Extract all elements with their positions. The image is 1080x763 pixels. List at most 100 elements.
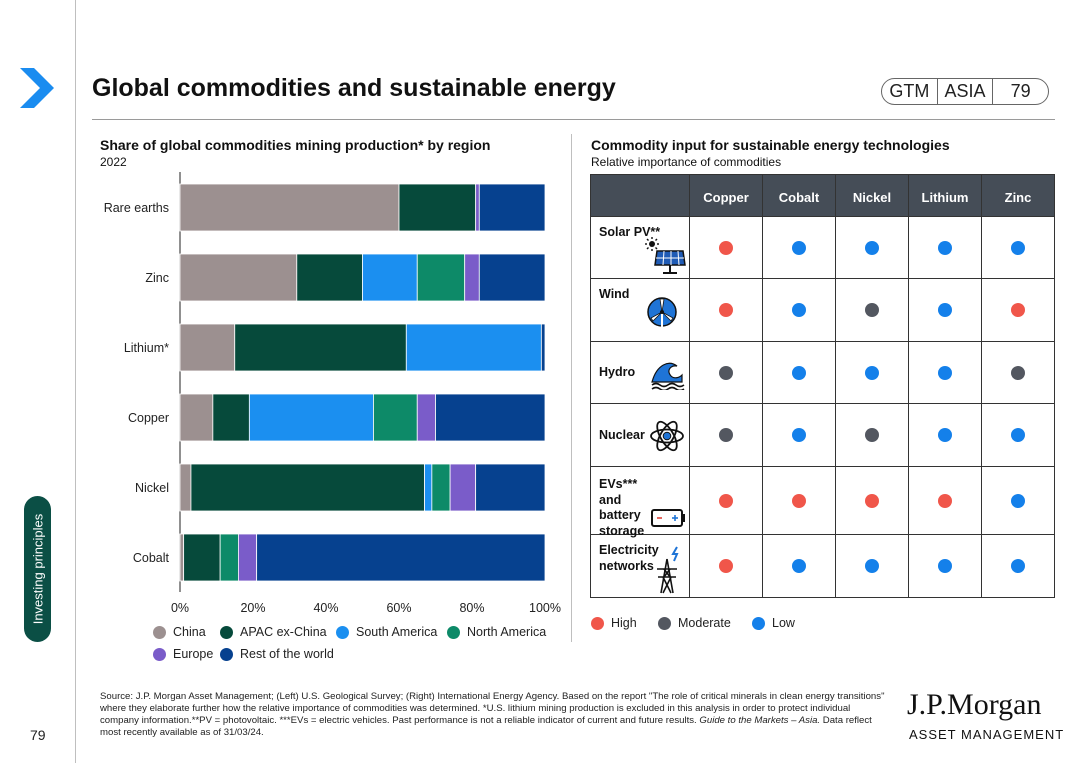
- matrix-cell: [689, 341, 763, 404]
- column-header: Zinc: [981, 174, 1055, 217]
- chart-subtitle: 2022: [100, 155, 127, 169]
- importance-dot: [1011, 240, 1025, 255]
- row-label-cell: Electricity networks: [590, 534, 690, 598]
- asset-management-label: ASSET MANAGEMENT: [909, 727, 1065, 742]
- legend-apac-label: APAC ex-China: [240, 625, 327, 639]
- bar-segment-europe: [475, 183, 480, 232]
- bar-segment-rest-of-the-world: [256, 533, 546, 582]
- importance-dot: [792, 240, 806, 255]
- matrix-cell: [689, 466, 763, 535]
- column-header: Cobalt: [762, 174, 836, 217]
- matrix-cell: [762, 403, 836, 467]
- bar-segment-china: [179, 323, 236, 372]
- row-label-cell: Nuclear: [590, 403, 690, 467]
- bar-segment-north-america: [219, 533, 239, 582]
- matrix-cell: [762, 341, 836, 404]
- x-tick-label: 40%: [313, 601, 339, 615]
- importance-dot: [865, 493, 879, 508]
- importance-dot: [938, 303, 952, 317]
- category-label: Zinc: [145, 270, 169, 285]
- commodity-matrix: Copper Cobalt Nickel Lithium Zinc Solar …: [590, 174, 1055, 598]
- importance-dot: [719, 559, 733, 573]
- legend-moderate-dot: [658, 616, 671, 630]
- importance-dot: [938, 493, 952, 508]
- row-label-cell: Wind: [590, 278, 690, 342]
- wind-turbine-icon: [647, 297, 677, 330]
- bar-segment-china: [179, 183, 400, 232]
- left-margin-line: [75, 0, 76, 763]
- importance-dot: [1011, 493, 1025, 508]
- bar-segment-north-america: [373, 393, 418, 442]
- gtm-badge-page: 79: [992, 79, 1048, 104]
- x-tick-label: 80%: [459, 601, 485, 615]
- importance-dot: [865, 365, 879, 380]
- x-tick-label: 20%: [240, 601, 266, 615]
- solar-panel-icon: [645, 237, 686, 274]
- bar-segment-china: [179, 533, 185, 582]
- row-label-cell: Solar PV**: [590, 216, 690, 279]
- bar-segment-europe: [464, 253, 480, 302]
- bar-segment-apac-ex-china: [398, 183, 477, 232]
- category-label: Nickel: [134, 480, 169, 495]
- row-label: Electricity networks: [599, 543, 659, 573]
- category-label: Lithium*: [123, 340, 169, 355]
- bar-segment-china: [179, 253, 298, 302]
- wave-icon: [651, 362, 685, 390]
- jpmorgan-logo: J.P.Morgan: [907, 688, 1042, 721]
- matrix-cell: [835, 403, 909, 467]
- section-tab[interactable]: Investing principles: [24, 496, 51, 642]
- matrix-cell: [689, 278, 763, 342]
- category-label: Rare earths: [103, 200, 169, 215]
- bar-segment-europe: [237, 533, 258, 582]
- source-note: Source: J.P. Morgan Asset Management; (L…: [100, 691, 890, 739]
- bar-segment-rest-of-the-world: [540, 323, 546, 372]
- importance-dot: [938, 428, 952, 442]
- matrix-cell: [981, 403, 1055, 467]
- source-text: Source: J.P. Morgan Asset Management; (L…: [100, 691, 885, 726]
- matrix-corner: [590, 174, 690, 217]
- legend-europe-swatch: [153, 647, 166, 661]
- x-tick-label: 0%: [170, 601, 190, 615]
- matrix-cell: [835, 278, 909, 342]
- importance-dot: [719, 365, 733, 380]
- legend-south-america-swatch: [336, 625, 349, 639]
- matrix-cell: [981, 216, 1055, 279]
- matrix-cell: [908, 534, 982, 598]
- bar-segment-apac-ex-china: [212, 393, 250, 442]
- chart-title: Share of global commodities mining produ…: [100, 137, 491, 153]
- legend-south-america-label: South America: [356, 625, 438, 639]
- bar-segment-china: [179, 393, 214, 442]
- column-header: Copper: [689, 174, 763, 217]
- stacked-bar-chart: [179, 172, 546, 592]
- matrix-row-nuclear: Nuclear: [590, 403, 1055, 467]
- legend-north-america-swatch: [447, 625, 460, 639]
- importance-dot: [792, 428, 806, 442]
- legend-rest-of-world-swatch: [220, 647, 233, 661]
- matrix-cell: [835, 216, 909, 279]
- matrix-row-networks: Electricity networks: [590, 534, 1055, 598]
- importance-dot: [938, 559, 952, 573]
- legend-rest-of-world-label: Rest of the world: [240, 647, 334, 661]
- legend-moderate-label: Moderate: [678, 616, 731, 630]
- importance-dot: [792, 559, 806, 573]
- matrix-row-wind: Wind: [590, 278, 1055, 342]
- column-header: Lithium: [908, 174, 982, 217]
- row-label: Nuclear: [599, 428, 645, 442]
- gtm-badge-region: ASIA: [936, 79, 993, 104]
- bar-segment-apac-ex-china: [234, 323, 407, 372]
- matrix-row-evs: EVs*** and battery storage: [590, 466, 1055, 538]
- matrix-row-hydro: Hydro: [590, 341, 1055, 404]
- importance-dot: [792, 303, 806, 317]
- row-label: Hydro: [599, 365, 636, 379]
- bar-segment-rest-of-the-world: [475, 463, 546, 512]
- legend-china-label: China: [173, 625, 206, 639]
- bar-segment-europe: [449, 463, 477, 512]
- importance-dot: [719, 428, 733, 442]
- battery-icon: [651, 509, 685, 527]
- atom-icon: [650, 420, 684, 452]
- bar-segment-apac-ex-china: [190, 463, 425, 512]
- legend-apac-swatch: [220, 625, 233, 639]
- panel-divider: [571, 134, 572, 642]
- legend-north-america-label: North America: [467, 625, 547, 639]
- bar-segment-rest-of-the-world: [435, 393, 546, 442]
